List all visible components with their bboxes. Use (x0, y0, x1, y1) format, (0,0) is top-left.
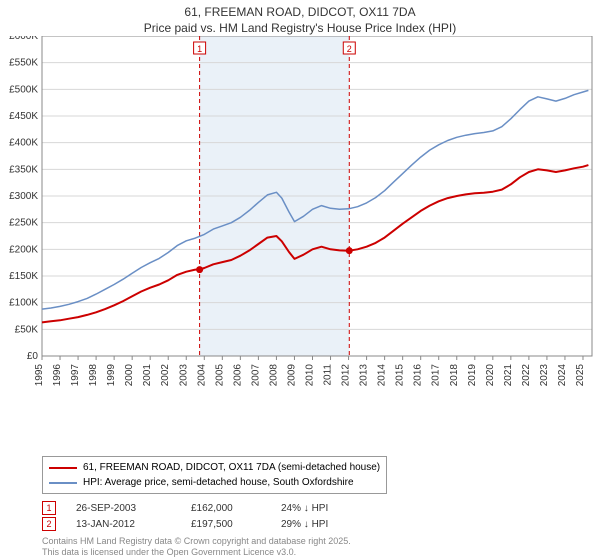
svg-text:2002: 2002 (160, 364, 171, 387)
legend-label: 61, FREEMAN ROAD, DIDCOT, OX11 7DA (semi… (83, 460, 380, 475)
sale-row-1: 1 26-SEP-2003 £162,000 24% ↓ HPI (42, 500, 371, 516)
footer-line-2: This data is licensed under the Open Gov… (42, 547, 351, 558)
svg-text:2005: 2005 (214, 364, 225, 387)
chart-container: 61, FREEMAN ROAD, DIDCOT, OX11 7DA Price… (0, 0, 600, 560)
sale-date: 13-JAN-2012 (76, 519, 171, 530)
svg-text:£450K: £450K (9, 111, 38, 122)
svg-text:2019: 2019 (467, 364, 478, 387)
svg-text:£0: £0 (27, 351, 39, 362)
svg-text:2007: 2007 (250, 364, 261, 387)
svg-text:2018: 2018 (449, 364, 460, 387)
sale-marker-2: 2 (42, 517, 56, 531)
sale-delta: 29% ↓ HPI (281, 519, 371, 530)
svg-text:2013: 2013 (359, 364, 370, 387)
svg-text:2004: 2004 (196, 364, 207, 387)
sale-row-2: 2 13-JAN-2012 £197,500 29% ↓ HPI (42, 516, 371, 532)
svg-text:2008: 2008 (268, 364, 279, 387)
legend-label: HPI: Average price, semi-detached house,… (83, 475, 354, 490)
svg-text:£250K: £250K (9, 218, 38, 229)
title-line-1: 61, FREEMAN ROAD, DIDCOT, OX11 7DA (0, 4, 600, 20)
svg-text:£300K: £300K (9, 191, 38, 202)
svg-text:2022: 2022 (521, 364, 532, 387)
footer-line-1: Contains HM Land Registry data © Crown c… (42, 536, 351, 547)
title-line-2: Price paid vs. HM Land Registry's House … (0, 20, 600, 36)
svg-text:£200K: £200K (9, 245, 38, 256)
legend-swatch (49, 482, 77, 484)
titles: 61, FREEMAN ROAD, DIDCOT, OX11 7DA Price… (0, 0, 600, 36)
svg-text:2: 2 (347, 44, 352, 54)
svg-text:1998: 1998 (88, 364, 99, 387)
svg-text:2000: 2000 (124, 364, 135, 387)
svg-text:2011: 2011 (323, 364, 334, 386)
footer: Contains HM Land Registry data © Crown c… (42, 536, 351, 559)
sale-marker-1: 1 (42, 501, 56, 515)
svg-text:2012: 2012 (341, 364, 352, 387)
legend-swatch (49, 467, 77, 469)
legend-item-price-paid: 61, FREEMAN ROAD, DIDCOT, OX11 7DA (semi… (49, 460, 380, 475)
svg-text:2006: 2006 (232, 364, 243, 387)
legend-item-hpi: HPI: Average price, semi-detached house,… (49, 475, 380, 490)
svg-text:2001: 2001 (142, 364, 153, 387)
chart-svg: £0 £50K £100K £150K £200K £250K £300K £350K £400… (0, 36, 600, 406)
svg-text:2017: 2017 (431, 364, 442, 387)
svg-text:£150K: £150K (9, 271, 38, 282)
sales-table: 1 26-SEP-2003 £162,000 24% ↓ HPI 2 13-JA… (42, 500, 371, 532)
svg-text:1997: 1997 (70, 364, 81, 387)
legend: 61, FREEMAN ROAD, DIDCOT, OX11 7DA (semi… (42, 456, 387, 494)
svg-text:£500K: £500K (9, 85, 38, 96)
svg-text:2024: 2024 (557, 364, 568, 387)
sale-price: £197,500 (191, 519, 261, 530)
svg-text:2020: 2020 (485, 364, 496, 387)
svg-text:2003: 2003 (178, 364, 189, 387)
sale-date: 26-SEP-2003 (76, 503, 171, 514)
svg-text:2014: 2014 (377, 364, 388, 387)
svg-text:1995: 1995 (34, 364, 45, 387)
svg-text:2025: 2025 (575, 364, 586, 387)
svg-text:£550K: £550K (9, 58, 38, 69)
svg-text:£350K: £350K (9, 165, 38, 176)
svg-text:£600K: £600K (9, 36, 38, 42)
svg-text:1: 1 (197, 44, 202, 54)
svg-text:2016: 2016 (413, 364, 424, 387)
svg-text:1996: 1996 (52, 364, 63, 387)
svg-text:2021: 2021 (503, 364, 514, 387)
svg-text:2023: 2023 (539, 364, 550, 387)
svg-text:2009: 2009 (286, 364, 297, 387)
svg-text:2010: 2010 (304, 364, 315, 387)
svg-text:1999: 1999 (106, 364, 117, 387)
svg-text:£400K: £400K (9, 138, 38, 149)
sale-delta: 24% ↓ HPI (281, 503, 371, 514)
svg-text:£50K: £50K (15, 325, 39, 336)
svg-text:2015: 2015 (395, 364, 406, 387)
svg-text:£100K: £100K (9, 298, 38, 309)
sale-price: £162,000 (191, 503, 261, 514)
